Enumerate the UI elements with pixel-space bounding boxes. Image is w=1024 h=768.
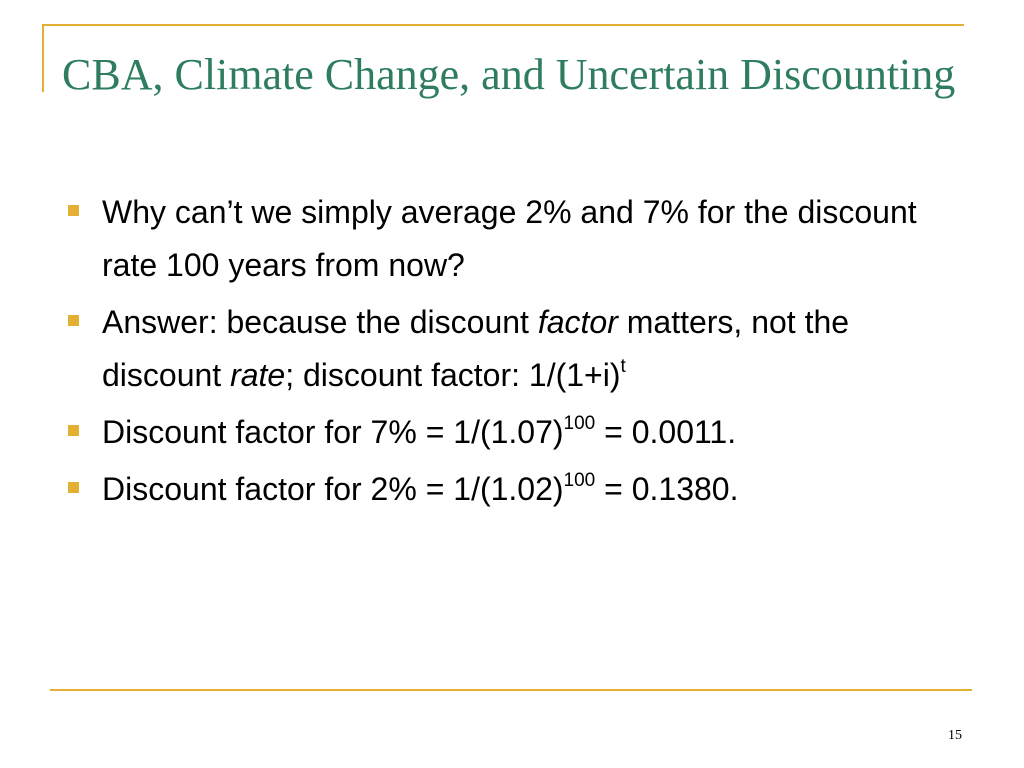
bullet-text: = 0.0011. [595,414,737,450]
bullet-text: ; discount factor: 1/(1+i) [285,357,621,393]
page-number: 15 [948,728,962,743]
frame-bottom-line [50,689,972,691]
bullet-item: Answer: because the discount factor matt… [62,296,972,402]
bullet-text: matters, not the discount [102,304,850,393]
emphasis-text: rate [230,357,286,393]
square-bullet-icon [68,425,79,436]
bullet-item: Discount factor for 2% = 1/(1.02)100 = 0… [62,463,972,516]
bullet-text: = 0.1380. [595,471,739,507]
superscript-text: t [620,356,626,378]
frame-vertical-line [42,24,44,92]
superscript-text: 100 [563,413,596,435]
emphasis-text: factor [537,304,618,340]
bullet-text: Discount factor for 7% = 1/(1.07) [102,414,564,450]
square-bullet-icon [68,482,79,493]
square-bullet-icon [68,205,79,216]
bullet-text: Discount factor for 2% = 1/(1.02) [102,471,564,507]
superscript-text: 100 [563,470,596,492]
square-bullet-icon [68,315,79,326]
bullet-text: Why can’t we simply average 2% and 7% fo… [102,194,917,283]
slide-title: CBA, Climate Change, and Uncertain Disco… [62,50,956,99]
frame-top-line [42,24,964,26]
bullet-text: Answer: because the discount [102,304,538,340]
bullet-item: Discount factor for 7% = 1/(1.07)100 = 0… [62,406,972,459]
bullet-item: Why can’t we simply average 2% and 7% fo… [62,186,972,292]
bullet-list: Why can’t we simply average 2% and 7% fo… [62,186,972,520]
